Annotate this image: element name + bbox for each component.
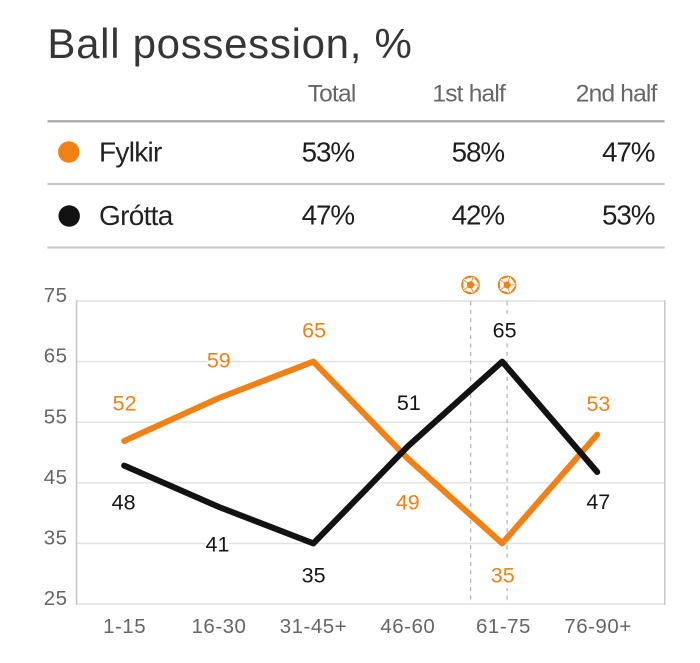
svg-text:Grótta: Grótta — [99, 200, 174, 231]
svg-text:Total: Total — [308, 80, 356, 107]
svg-text:42%: 42% — [452, 199, 505, 230]
svg-text:45: 45 — [44, 466, 68, 489]
svg-text:25: 25 — [44, 587, 68, 610]
svg-text:65: 65 — [44, 345, 68, 368]
svg-text:53%: 53% — [602, 199, 655, 230]
svg-text:76-90+: 76-90+ — [564, 615, 631, 638]
svg-text:1-15: 1-15 — [103, 615, 146, 638]
svg-text:65: 65 — [302, 319, 326, 343]
svg-text:16-30: 16-30 — [192, 615, 247, 638]
svg-text:75: 75 — [44, 284, 68, 307]
svg-text:Fylkir: Fylkir — [99, 137, 162, 168]
svg-text:Ball possession, %: Ball possession, % — [47, 20, 412, 67]
svg-text:35: 35 — [302, 564, 326, 588]
svg-text:47%: 47% — [302, 199, 355, 230]
svg-text:59: 59 — [207, 349, 231, 373]
svg-text:52: 52 — [113, 392, 137, 416]
svg-text:47%: 47% — [602, 137, 655, 168]
svg-text:2nd half: 2nd half — [576, 80, 658, 107]
svg-text:48: 48 — [112, 491, 136, 515]
svg-text:65: 65 — [493, 318, 517, 342]
svg-text:35: 35 — [44, 527, 68, 550]
svg-text:1st half: 1st half — [432, 80, 506, 107]
svg-text:49: 49 — [396, 491, 420, 515]
svg-text:51: 51 — [397, 391, 421, 415]
svg-text:53%: 53% — [302, 137, 355, 168]
svg-text:47: 47 — [586, 490, 610, 514]
svg-text:41: 41 — [206, 532, 230, 556]
svg-text:35: 35 — [491, 564, 515, 588]
svg-text:46-60: 46-60 — [380, 615, 435, 638]
svg-text:58%: 58% — [452, 137, 505, 168]
svg-text:53: 53 — [586, 392, 610, 416]
svg-text:31-45+: 31-45+ — [280, 615, 347, 638]
svg-text:61-75: 61-75 — [476, 615, 531, 638]
svg-text:55: 55 — [44, 405, 68, 428]
